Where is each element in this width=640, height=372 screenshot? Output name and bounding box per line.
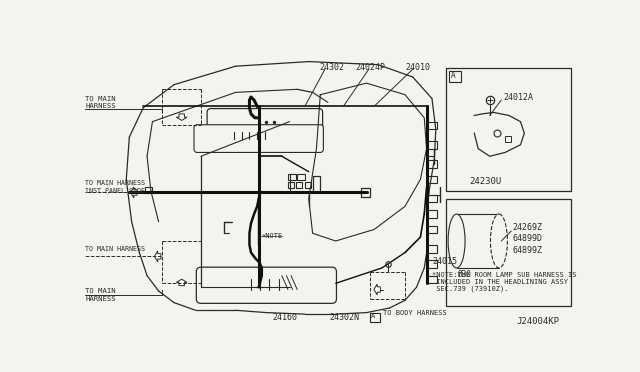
Polygon shape — [131, 187, 137, 198]
Text: 24230U: 24230U — [470, 177, 502, 186]
Bar — [361, 188, 371, 197]
Bar — [288, 174, 296, 180]
Text: A: A — [451, 71, 455, 80]
Text: ×NOTE: ×NOTE — [261, 232, 282, 238]
FancyBboxPatch shape — [207, 109, 323, 141]
Text: 24024P: 24024P — [355, 63, 385, 72]
Text: TO MAIN: TO MAIN — [86, 288, 116, 294]
Text: TO MAIN: TO MAIN — [86, 96, 116, 102]
Bar — [288, 182, 294, 188]
Bar — [145, 187, 152, 193]
Bar — [427, 225, 437, 233]
Text: 24302: 24302 — [319, 63, 344, 72]
Bar — [427, 176, 437, 183]
Bar — [449, 71, 461, 81]
Text: 24302N: 24302N — [330, 314, 360, 323]
Bar — [369, 312, 380, 322]
Bar — [427, 245, 437, 253]
Bar — [312, 176, 320, 192]
Bar — [297, 174, 305, 180]
Polygon shape — [374, 284, 380, 295]
Bar — [446, 68, 570, 191]
Text: 24160: 24160 — [273, 314, 298, 323]
Text: TO MAIN HARNESS: TO MAIN HARNESS — [86, 247, 145, 253]
Text: TO MAIN HARNESS: TO MAIN HARNESS — [86, 180, 145, 186]
Text: Ø30: Ø30 — [456, 270, 470, 279]
Bar — [456, 214, 499, 268]
Text: INST.PANEL SIDE: INST.PANEL SIDE — [86, 188, 145, 194]
Bar — [446, 199, 570, 307]
Text: 24269Z: 24269Z — [513, 222, 543, 232]
FancyBboxPatch shape — [194, 125, 323, 153]
Text: HARNESS: HARNESS — [86, 103, 116, 109]
Text: 24012A: 24012A — [504, 93, 534, 102]
Bar — [427, 122, 437, 129]
Text: TO BODY HARNESS: TO BODY HARNESS — [383, 310, 447, 315]
Bar — [427, 210, 437, 218]
Bar — [427, 160, 437, 168]
Polygon shape — [176, 279, 187, 286]
Ellipse shape — [490, 214, 508, 268]
FancyBboxPatch shape — [196, 267, 337, 303]
Ellipse shape — [448, 214, 465, 268]
Bar — [427, 141, 437, 148]
Polygon shape — [176, 114, 187, 121]
Text: *NOTE:THE ROOM LAMP SUB HARNESS IS
 INCLUDED IN THE HEADLINING ASSY
 SEC.739 (73: *NOTE:THE ROOM LAMP SUB HARNESS IS INCLU… — [432, 272, 577, 292]
Polygon shape — [154, 251, 161, 262]
Bar — [427, 260, 437, 268]
Text: 64899D: 64899D — [513, 234, 543, 243]
Text: HARNESS: HARNESS — [86, 296, 116, 302]
Bar — [305, 182, 311, 188]
Text: J24004KP: J24004KP — [516, 317, 559, 326]
Text: 24015: 24015 — [432, 257, 457, 266]
Text: 24010: 24010 — [405, 63, 430, 72]
Bar — [427, 195, 437, 202]
Bar — [427, 276, 437, 283]
Text: A: A — [371, 314, 376, 320]
Text: 64899Z: 64899Z — [513, 246, 543, 255]
Bar — [296, 182, 302, 188]
